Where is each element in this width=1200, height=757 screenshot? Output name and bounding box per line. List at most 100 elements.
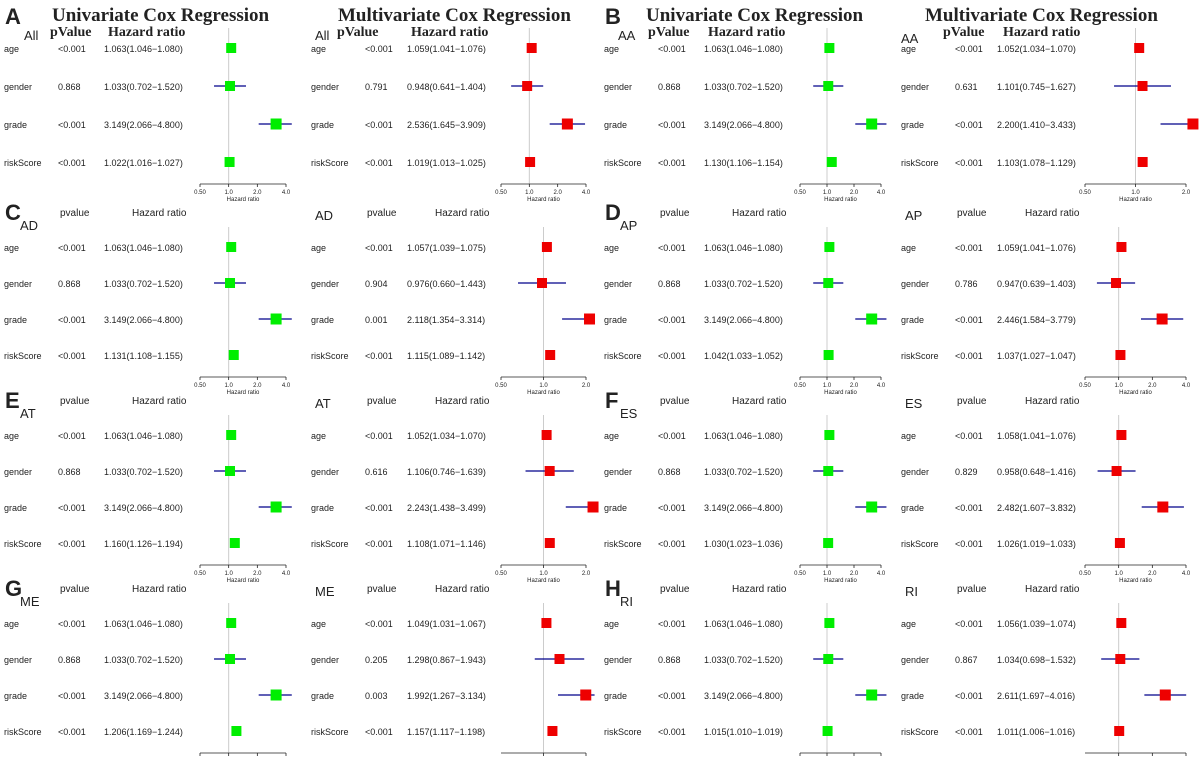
pvalue-cell: <0.001 xyxy=(955,431,983,441)
hr-cell: 1.063(1.046−1.080) xyxy=(104,44,183,54)
subset-label: AP xyxy=(620,218,637,233)
subset-label: ES xyxy=(905,396,923,411)
pvalue-cell: <0.001 xyxy=(365,120,393,130)
hr-header: Hazard ratio xyxy=(435,396,490,407)
pvalue-cell: 0.786 xyxy=(955,279,978,289)
variable-label: riskScore xyxy=(311,539,349,549)
hr-cell: 1.022(1.016−1.027) xyxy=(104,158,183,168)
pvalue-cell: <0.001 xyxy=(365,44,393,54)
x-tick-label: 1.0 xyxy=(823,383,832,389)
hr-cell: 3.149(2.066−4.800) xyxy=(104,315,183,325)
hr-cell: 2.611(1.697−4.016) xyxy=(997,691,1075,701)
hr-header: Hazard ratio xyxy=(1003,25,1080,40)
hr-marker xyxy=(822,726,833,736)
x-tick-label: 4.0 xyxy=(282,383,291,389)
x-tick-label: 0.50 xyxy=(794,190,806,196)
hr-header: Hazard ratio xyxy=(132,396,187,407)
variable-label: gender xyxy=(311,279,339,289)
subset-label: RI xyxy=(905,584,918,599)
pvalue-cell: <0.001 xyxy=(365,619,393,629)
variable-label: riskScore xyxy=(311,351,349,361)
x-tick-label: 0.50 xyxy=(495,571,507,577)
hr-cell: 1.034(0.698−1.532) xyxy=(997,655,1076,665)
hr-marker xyxy=(1134,43,1145,53)
pvalue-cell: 0.616 xyxy=(365,467,388,477)
hr-cell: 3.149(2.066−4.800) xyxy=(704,120,783,130)
variable-label: riskScore xyxy=(311,727,349,737)
hr-marker xyxy=(823,654,834,664)
hr-marker xyxy=(525,157,536,167)
hr-marker xyxy=(826,157,837,167)
hr-cell: 3.149(2.066−4.800) xyxy=(104,120,183,130)
variable-label: gender xyxy=(4,279,32,289)
hr-cell: 1.115(1.089−1.142) xyxy=(407,351,485,361)
panel-me-multivariate: ME pvalue Hazard ratio age <0.001 1.049(1.031… xyxy=(311,584,595,756)
panel-ri-univariate: HRI pvalue Hazard ratio age <0.001 1.063(1.04… xyxy=(604,576,887,756)
hr-marker xyxy=(1137,81,1148,91)
pvalue-cell: 0.829 xyxy=(955,467,978,477)
variable-label: grade xyxy=(4,503,27,513)
variable-label: grade xyxy=(901,691,924,701)
panel-letter: C xyxy=(5,200,21,225)
panel-at-univariate: EAT pvalue Hazard ratio age <0.001 1.063(1.04… xyxy=(4,388,292,584)
hr-cell: 1.033(0.702−1.520) xyxy=(104,279,183,289)
pvalue-cell: 0.868 xyxy=(658,467,681,477)
pvalue-cell: <0.001 xyxy=(658,431,686,441)
hr-marker xyxy=(522,81,533,91)
subset-label: AP xyxy=(905,208,922,223)
panel-letter: H xyxy=(605,576,621,601)
variable-label: grade xyxy=(604,315,627,325)
hr-cell: 0.947(0.639−1.403) xyxy=(997,279,1076,289)
hr-marker xyxy=(226,618,237,628)
pvalue-cell: <0.001 xyxy=(955,158,983,168)
hr-marker xyxy=(547,726,558,736)
hr-cell: 2.482(1.607−3.832) xyxy=(997,503,1076,513)
hr-marker xyxy=(823,278,834,288)
hr-cell: 3.149(2.066−4.800) xyxy=(704,503,783,513)
x-axis-label: Hazard ratio xyxy=(824,390,857,396)
pvalue-cell: <0.001 xyxy=(658,315,686,325)
pvalue-cell: <0.001 xyxy=(365,158,393,168)
panel-ap-multivariate: AP pvalue Hazard ratio age <0.001 1.059(1.041… xyxy=(901,208,1191,396)
panel-letter: F xyxy=(605,388,618,413)
pvalue-cell: <0.001 xyxy=(365,503,393,513)
variable-label: age xyxy=(4,619,19,629)
hr-cell: 1.049(1.031−1.067) xyxy=(407,619,486,629)
hr-cell: 1.157(1.117−1.198) xyxy=(407,727,485,737)
hr-header: Hazard ratio xyxy=(1025,584,1080,595)
hr-cell: 1.063(1.046−1.080) xyxy=(104,243,183,253)
x-tick-label: 1.0 xyxy=(525,190,534,196)
hr-cell: 1.052(1.034−1.070) xyxy=(997,44,1076,54)
variable-label: grade xyxy=(311,120,334,130)
x-tick-label: 2.0 xyxy=(582,383,591,389)
variable-label: riskScore xyxy=(901,351,939,361)
x-axis-label: Hazard ratio xyxy=(227,390,260,396)
x-tick-label: 4.0 xyxy=(582,190,591,196)
variable-label: gender xyxy=(311,467,339,477)
variable-label: age xyxy=(901,619,916,629)
pvalue-cell: <0.001 xyxy=(955,44,983,54)
hr-cell: 1.033(0.702−1.520) xyxy=(704,279,783,289)
variable-label: gender xyxy=(901,279,929,289)
x-axis-label: Hazard ratio xyxy=(227,197,260,203)
hr-marker xyxy=(824,618,835,628)
x-axis-label: Hazard ratio xyxy=(824,578,857,584)
hr-marker xyxy=(1159,689,1171,701)
hr-cell: 0.976(0.660−1.443) xyxy=(407,279,486,289)
hr-cell: 1.042(1.033−1.052) xyxy=(704,351,783,361)
hr-cell: 1.033(0.702−1.520) xyxy=(104,467,183,477)
variable-label: grade xyxy=(311,691,334,701)
hr-cell: 1.037(1.027−1.047) xyxy=(997,351,1076,361)
pvalue-cell: <0.001 xyxy=(955,243,983,253)
hr-header: Hazard ratio xyxy=(108,25,185,40)
pvalue-cell: <0.001 xyxy=(58,158,86,168)
variable-label: gender xyxy=(604,655,632,665)
hr-cell: 1.063(1.046−1.080) xyxy=(704,431,783,441)
hr-marker xyxy=(229,538,240,548)
hr-marker xyxy=(1156,313,1168,325)
pvalue-cell: <0.001 xyxy=(955,727,983,737)
hr-marker xyxy=(824,43,835,53)
x-tick-label: 4.0 xyxy=(282,571,291,577)
variable-label: riskScore xyxy=(4,351,42,361)
